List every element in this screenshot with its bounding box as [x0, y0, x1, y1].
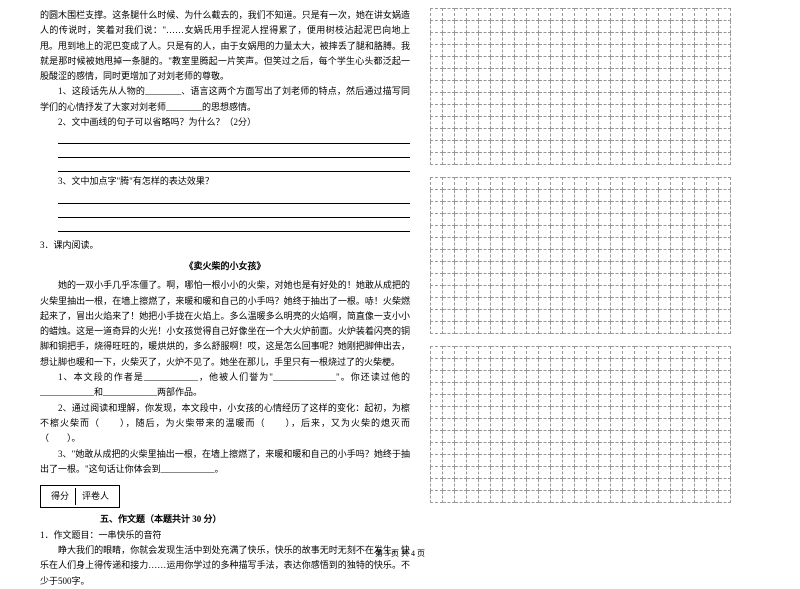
story-title: 《卖火柴的小女孩》: [40, 259, 410, 274]
answer-line: [58, 160, 410, 172]
answer-line: [58, 220, 410, 232]
story-text: 她的一双小手几乎冻僵了。啊，哪怕一根小小的火柴，对她也是有好处的！她敢从成把的火…: [40, 278, 410, 370]
essay-number: 1．作文题目：一串快乐的音符: [40, 528, 410, 543]
intro-paragraph: 的圆木围栏支撑。这条腿什么时候、为什么截去的，我们不知道。只是有一次，她在讲女娲…: [40, 8, 410, 84]
writing-grid: [430, 8, 750, 165]
story-q1: 1、本文段的作者是____________，他被人们誉为"___________…: [40, 370, 410, 401]
answer-line: [58, 132, 410, 144]
writing-grid: [430, 177, 750, 334]
writing-grid: [430, 346, 750, 503]
score-label: 得分: [45, 488, 76, 505]
right-column: [430, 8, 750, 589]
answer-line: [58, 192, 410, 204]
story-q3: 3、"她敢从成把的火柴里抽出一根，在墙上擦燃了，来暖和暖和自己的小手吗？她终于抽…: [40, 447, 410, 478]
question-3: 3、文中加点字"腾"有怎样的表达效果？: [40, 174, 410, 189]
grader-label: 评卷人: [76, 488, 115, 505]
left-column: 的圆木围栏支撑。这条腿什么时候、为什么截去的，我们不知道。只是有一次，她在讲女娲…: [40, 8, 410, 589]
reading-3-label: 3．课内阅读。: [40, 238, 410, 253]
answer-line: [58, 146, 410, 158]
question-1: 1、这段话先从人物的________、语言这两个方面写出了刘老师的特点，然后通过…: [40, 84, 410, 115]
question-2: 2、文中画线的句子可以省略吗？为什么？（2分）: [40, 115, 410, 130]
score-box: 得分评卷人: [40, 485, 120, 508]
answer-line: [58, 206, 410, 218]
story-q2: 2、通过阅读和理解，你发现，本文段中，小女孩的心情经历了这样的变化：起初，为檫不…: [40, 401, 410, 447]
page-footer: 第 3 页 共 4 页: [0, 548, 800, 559]
section-5-title: 五、作文题（本题共计 30 分）: [100, 512, 410, 527]
